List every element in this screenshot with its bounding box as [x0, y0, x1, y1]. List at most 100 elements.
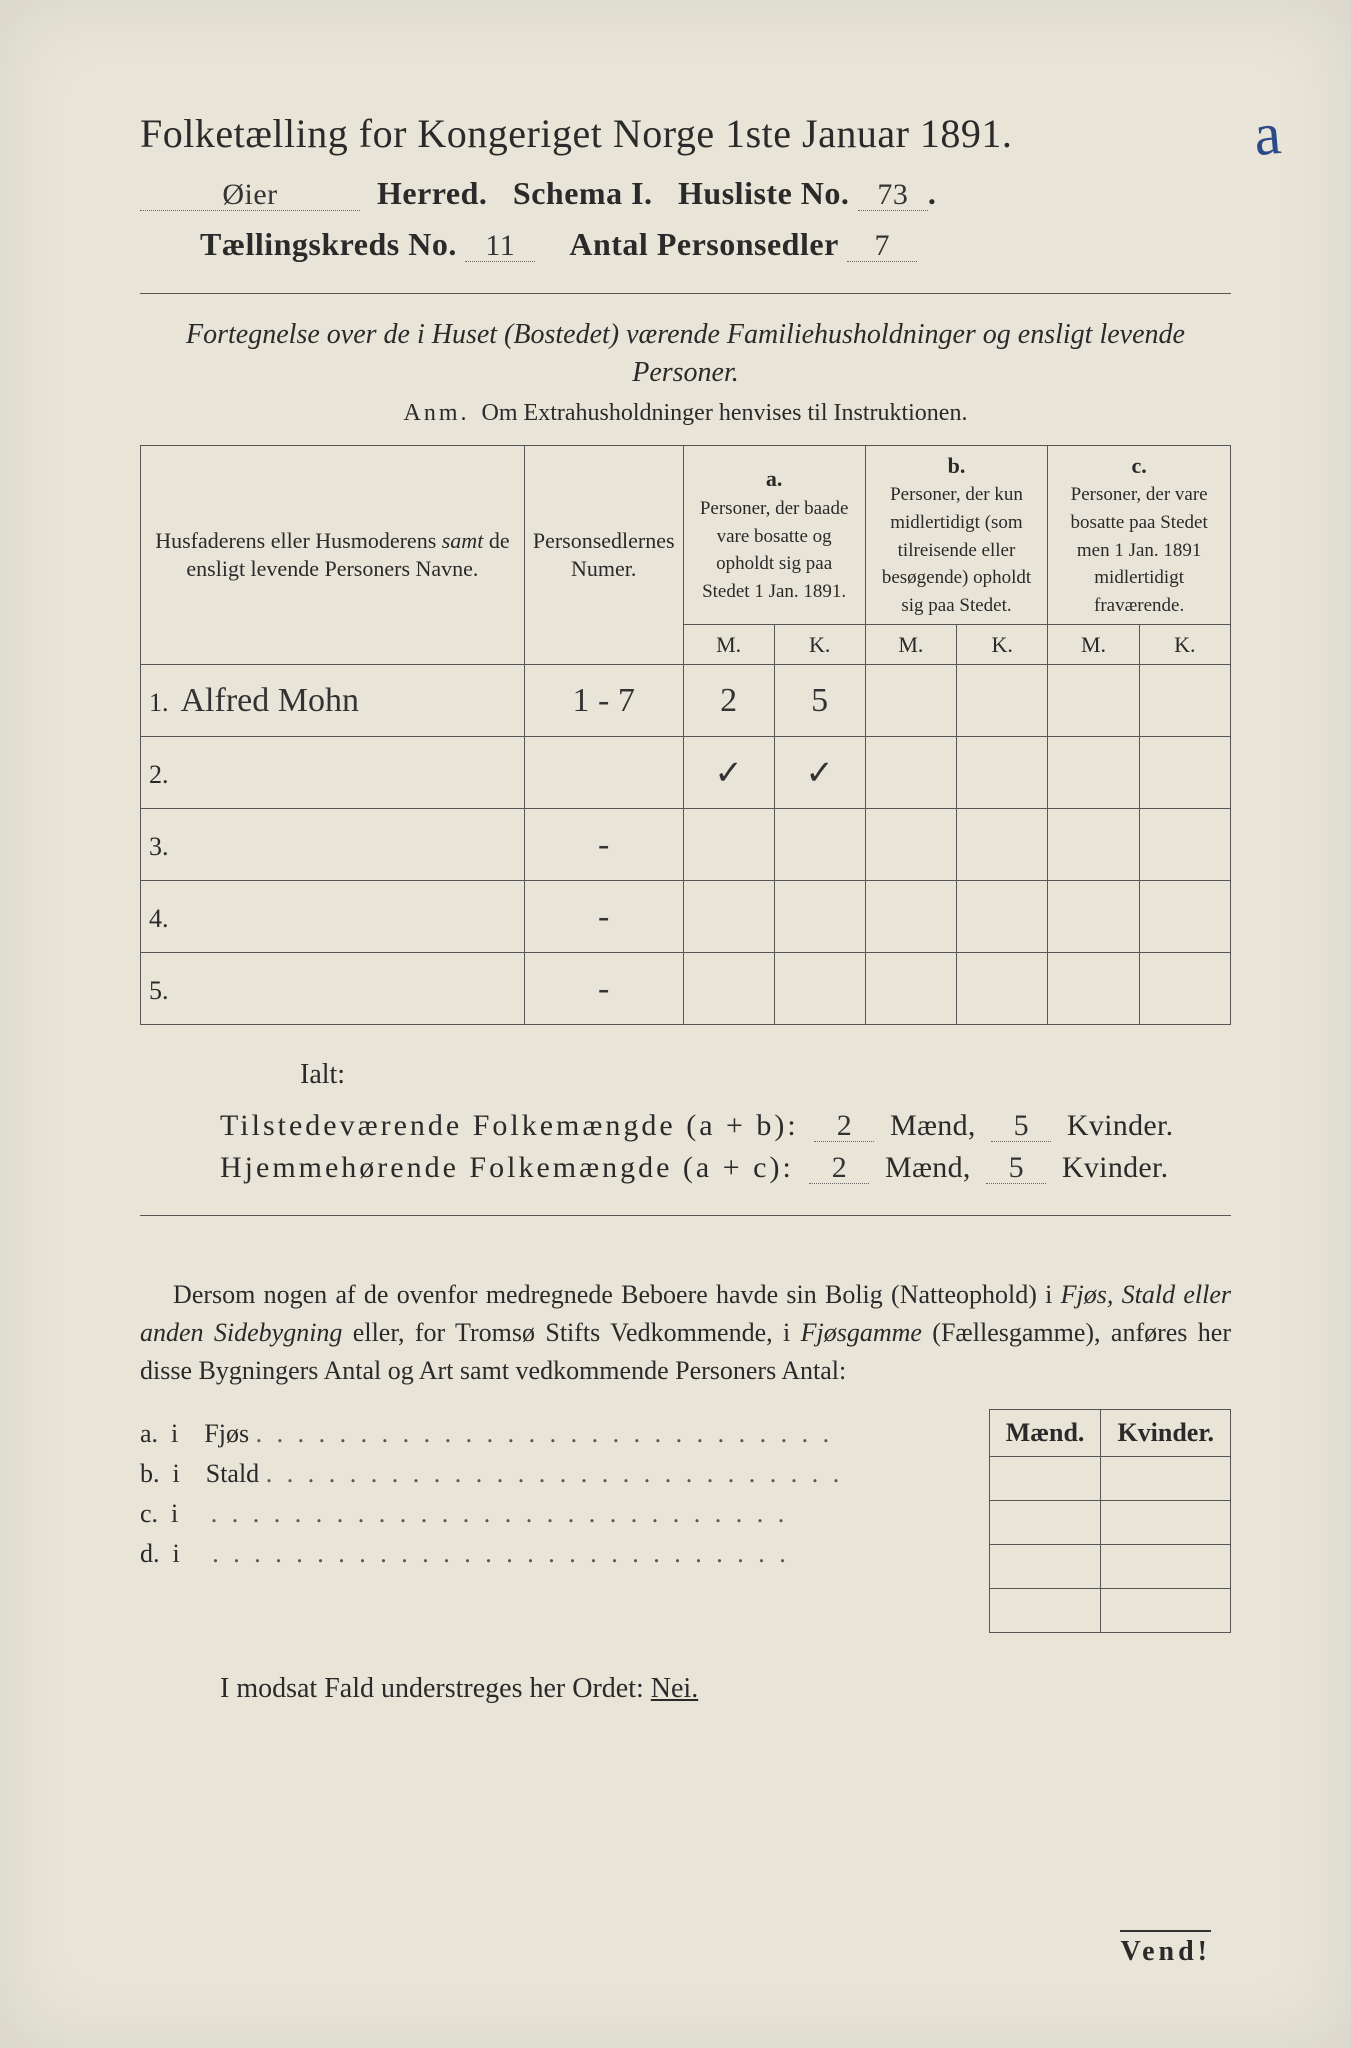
herred-value: Øier: [140, 180, 360, 211]
nei-line: I modsat Fald understreges her Ordet: Ne…: [220, 1673, 1231, 1705]
cell-b-m: [865, 809, 956, 881]
sum1-label: Tilstedeværende Folkemængde (a + b):: [220, 1109, 799, 1142]
divider-mid: [140, 1215, 1231, 1216]
cell-name: 5.: [141, 953, 525, 1025]
form-subtitle: Fortegnelse over de i Huset (Bostedet) v…: [140, 316, 1231, 392]
cell-name: 1. Alfred Mohn: [141, 665, 525, 737]
sum-kvinder-1: Kvinder.: [1067, 1109, 1174, 1142]
nei-word: Nei.: [651, 1673, 698, 1704]
sum1-k: 5: [991, 1111, 1051, 1142]
anm-text: Om Extrahusholdninger henvises til Instr…: [482, 400, 968, 426]
cell-a-m: ✓: [683, 737, 774, 809]
schema-label: Schema I.: [513, 175, 653, 211]
th-b-text: Personer, der kun midlertidigt (som tilr…: [882, 484, 1031, 616]
lower-item: c. i . . . . . . . . . . . . . . . . . .…: [140, 1499, 969, 1529]
cell-b-k: [957, 953, 1048, 1025]
th-c-m: M.: [1048, 624, 1139, 665]
th-c-text: Personer, der vare bosatte paa Stedet me…: [1071, 484, 1208, 616]
th-c: c. Personer, der vare bosatte paa Stedet…: [1048, 445, 1231, 624]
th-c-head: c.: [1132, 453, 1147, 478]
lr-cell: [1101, 1589, 1231, 1633]
th-b: b. Personer, der kun midlertidigt (som t…: [865, 445, 1048, 624]
th-name-italic: samt: [442, 528, 484, 553]
summary-line-1: Tilstedeværende Folkemængde (a + b): 2 M…: [220, 1109, 1231, 1143]
cell-a-m: [683, 953, 774, 1025]
lr-cell: [989, 1589, 1101, 1633]
summary-line-2: Hjemmehørende Folkemængde (a + c): 2 Mæn…: [220, 1151, 1231, 1185]
cell-b-k: [957, 881, 1048, 953]
cell-a-k: [774, 881, 865, 953]
cell-b-k: [957, 665, 1048, 737]
table-row: 3. -: [141, 809, 1231, 881]
census-form-page: a Folketælling for Kongeriget Norge 1ste…: [0, 0, 1351, 2048]
cell-name: 4.: [141, 881, 525, 953]
divider-top: [140, 293, 1231, 294]
cell-c-k: [1139, 809, 1230, 881]
cell-c-k: [1139, 737, 1230, 809]
lower-item: b. i Stald . . . . . . . . . . . . . . .…: [140, 1459, 969, 1489]
kreds-label: Tællingskreds No.: [200, 226, 457, 262]
cell-a-m: 2: [683, 665, 774, 737]
cell-num: -: [524, 953, 683, 1025]
header-line-1: Øier Herred. Schema I. Husliste No. 73.: [140, 175, 1231, 212]
sedler-label: Antal Personsedler: [569, 226, 838, 262]
cell-c-k: [1139, 881, 1230, 953]
cell-b-k: [957, 809, 1048, 881]
table-row: 4. -: [141, 881, 1231, 953]
sum2-k: 5: [986, 1153, 1046, 1184]
th-b-head: b.: [948, 453, 966, 478]
cell-b-m: [865, 881, 956, 953]
th-a-k: K.: [774, 624, 865, 665]
sum-maend-1: Mænd,: [890, 1109, 976, 1142]
sum1-m: 2: [814, 1111, 874, 1142]
main-table: Husfaderens eller Husmoderens samt de en…: [140, 445, 1231, 1026]
anm-lead: Anm.: [404, 400, 470, 426]
cell-c-k: [1139, 665, 1230, 737]
cell-name: 2.: [141, 737, 525, 809]
cell-c-m: [1048, 953, 1139, 1025]
kreds-value: 11: [465, 231, 535, 262]
th-name: Husfaderens eller Husmoderens samt de en…: [141, 445, 525, 665]
herred-label: Herred.: [377, 175, 487, 211]
sum-maend-2: Mænd,: [885, 1151, 971, 1184]
th-b-k: K.: [957, 624, 1048, 665]
cell-num: 1 - 7: [524, 665, 683, 737]
cell-num: [524, 737, 683, 809]
cell-c-k: [1139, 953, 1230, 1025]
th-a-head: a.: [766, 466, 783, 491]
table-row: 5. -: [141, 953, 1231, 1025]
lower-block: a. i Fjøs . . . . . . . . . . . . . . . …: [140, 1409, 1231, 1633]
husliste-label: Husliste No.: [678, 175, 849, 211]
th-b-m: M.: [865, 624, 956, 665]
lower-left-list: a. i Fjøs . . . . . . . . . . . . . . . …: [140, 1409, 969, 1579]
cell-a-k: 5: [774, 665, 865, 737]
sum-kvinder-2: Kvinder.: [1062, 1151, 1169, 1184]
cell-c-m: [1048, 881, 1139, 953]
vend-label: Vend!: [1120, 1930, 1211, 1968]
lr-maend: Mænd.: [989, 1410, 1101, 1457]
cell-b-m: [865, 737, 956, 809]
header-line-2: Tællingskreds No. 11 Antal Personsedler …: [140, 226, 1231, 263]
sum2-m: 2: [809, 1153, 869, 1184]
cell-c-m: [1048, 809, 1139, 881]
th-c-k: K.: [1139, 624, 1230, 665]
lower-item: d. i . . . . . . . . . . . . . . . . . .…: [140, 1539, 969, 1569]
lr-cell: [1101, 1501, 1231, 1545]
th-num: Personsedlernes Numer.: [524, 445, 683, 665]
cell-b-m: [865, 665, 956, 737]
cell-a-m: [683, 881, 774, 953]
lower-item: a. i Fjøs . . . . . . . . . . . . . . . …: [140, 1419, 969, 1449]
cell-name: 3.: [141, 809, 525, 881]
cell-a-m: [683, 809, 774, 881]
lr-cell: [1101, 1545, 1231, 1589]
cell-a-k: [774, 953, 865, 1025]
page-title: Folketælling for Kongeriget Norge 1ste J…: [140, 110, 1231, 157]
cell-b-m: [865, 953, 956, 1025]
sum2-label: Hjemmehørende Folkemængde (a + c):: [220, 1151, 794, 1184]
th-a-text: Personer, der baade vare bosatte og opho…: [700, 498, 849, 602]
sedler-value: 7: [847, 231, 917, 262]
lower-right-table: Mænd. Kvinder.: [989, 1409, 1231, 1633]
lr-cell: [1101, 1457, 1231, 1501]
lr-kvinder: Kvinder.: [1101, 1410, 1231, 1457]
husliste-value: 73: [858, 180, 928, 211]
